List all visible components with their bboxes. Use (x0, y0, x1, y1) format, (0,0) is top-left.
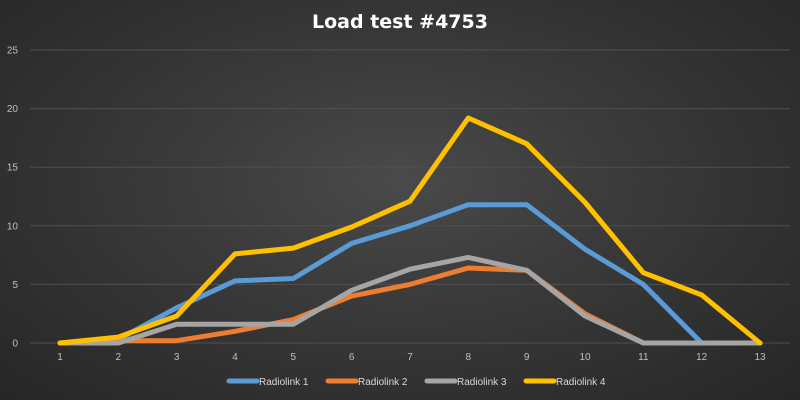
chart-title: Load test #4753 (312, 11, 488, 33)
legend: Radiolink 1 Radiolink 2 Radiolink 3 Radioli… (226, 377, 606, 388)
x-tick-label: 10 (579, 352, 591, 363)
x-tick-label: 7 (407, 352, 413, 363)
x-tick-label: 8 (466, 352, 472, 363)
legend-item: Radiolink 1 (226, 377, 309, 388)
x-tick-label: 3 (174, 352, 180, 363)
series-lines (57, 115, 763, 346)
x-axis-ticks: 1 2 3 4 5 6 7 8 9 10 11 12 13 (57, 352, 766, 363)
legend-label: Radiolink 3 (457, 377, 507, 388)
y-tick-label: 15 (7, 163, 19, 174)
gridlines (30, 49, 790, 344)
x-tick-label: 9 (524, 352, 530, 363)
x-tick-label: 5 (291, 352, 297, 363)
y-axis-ticks: 0 5 10 15 20 25 (7, 46, 19, 350)
x-tick-label: 13 (754, 352, 766, 363)
series-line-3 (57, 254, 763, 346)
x-tick-label: 6 (349, 352, 355, 363)
y-tick-label: 25 (7, 46, 19, 57)
legend-item: Radiolink 4 (523, 377, 606, 388)
x-tick-label: 11 (638, 352, 649, 363)
legend-label: Radiolink 1 (259, 377, 309, 388)
y-tick-label: 10 (7, 221, 19, 232)
x-tick-label: 4 (232, 352, 238, 363)
y-tick-label: 20 (7, 104, 19, 115)
legend-label: Radiolink 4 (556, 377, 606, 388)
x-tick-label: 2 (116, 352, 122, 363)
legend-item: Radiolink 3 (424, 377, 507, 388)
series-line-1 (57, 202, 763, 346)
x-tick-label: 1 (57, 352, 63, 363)
series-line-4 (57, 115, 763, 346)
legend-label: Radiolink 2 (358, 377, 408, 388)
x-tick-label: 12 (696, 352, 708, 363)
y-tick-label: 0 (12, 339, 18, 350)
y-tick-label: 5 (12, 280, 18, 291)
legend-item: Radiolink 2 (325, 377, 408, 388)
